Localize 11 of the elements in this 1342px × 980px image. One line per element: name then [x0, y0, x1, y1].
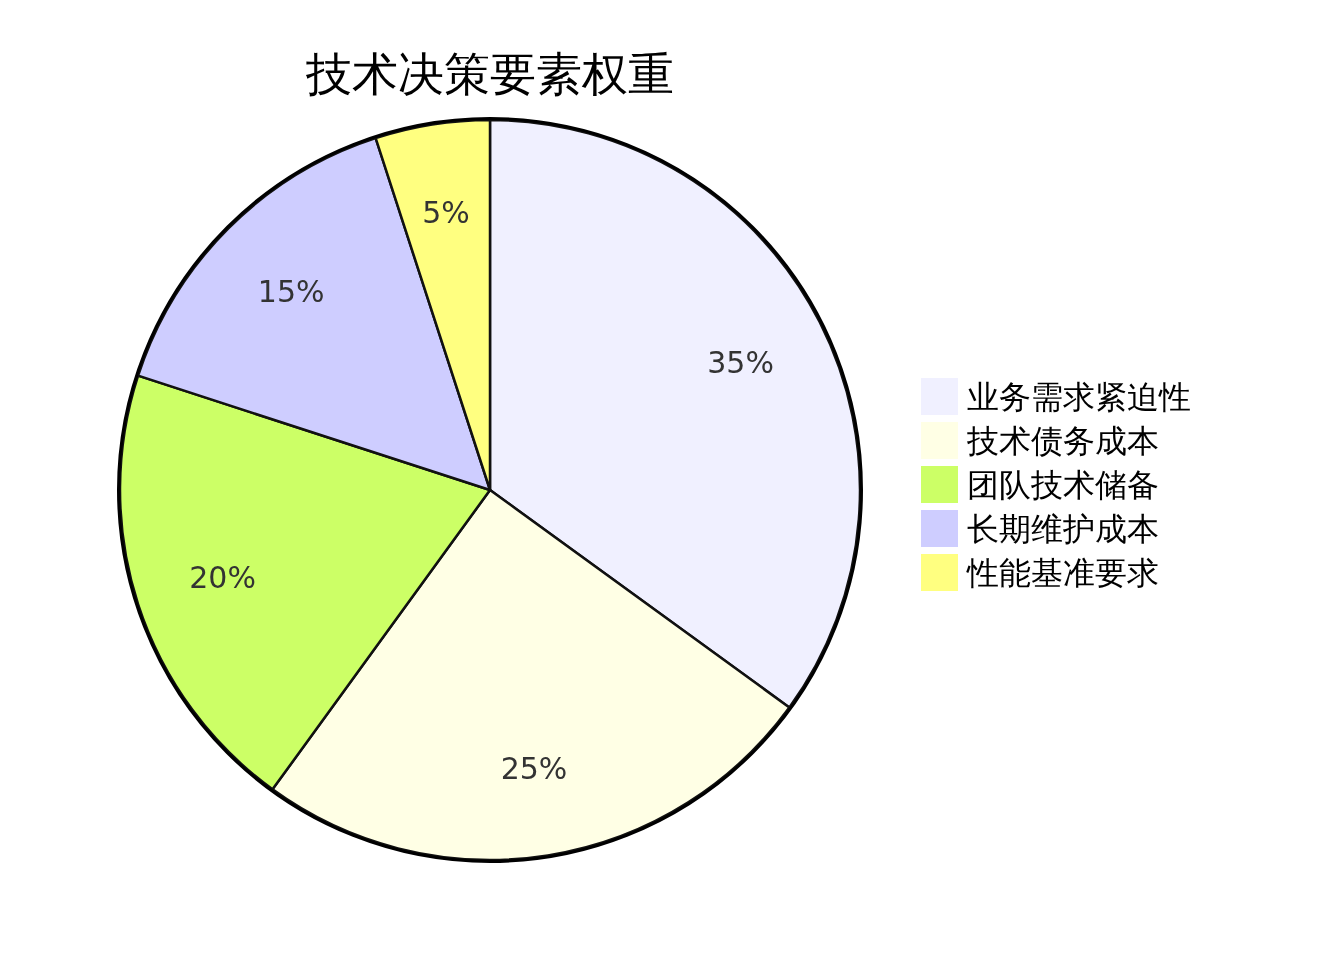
data-label: 5%	[422, 195, 470, 231]
legend-label: 性能基准要求	[966, 554, 1159, 592]
data-label: 25%	[500, 750, 568, 786]
data-label: 15%	[257, 274, 325, 310]
title: 技术决策要素权重	[306, 47, 674, 101]
legend-label: 长期维护成本	[967, 510, 1159, 548]
legend-label: 团队技术储备	[967, 466, 1159, 504]
data-label: 35%	[707, 345, 774, 381]
slice-label: 业务需求紧迫性	[967, 378, 1191, 416]
legend-label: 技术债务成本	[966, 422, 1159, 460]
data-label: 20%	[189, 559, 256, 595]
